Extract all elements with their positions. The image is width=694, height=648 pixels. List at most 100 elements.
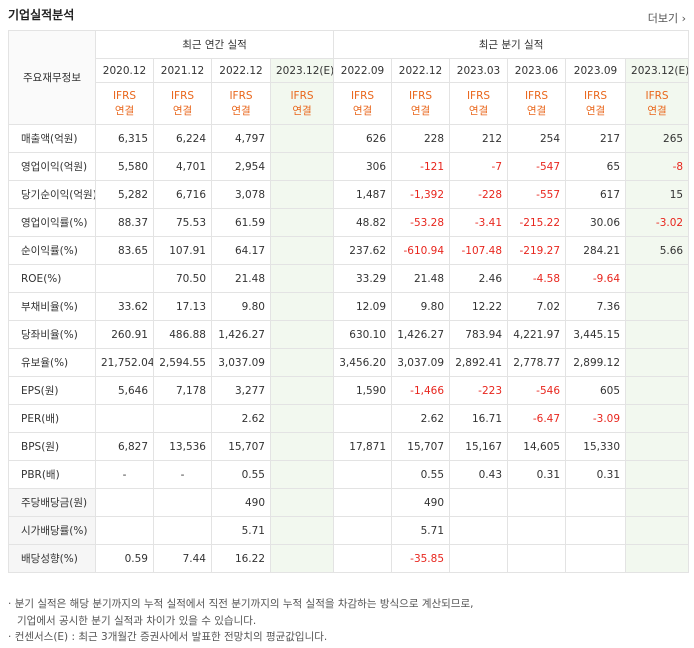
cell: 5,282 (95, 180, 154, 209)
cell: 75.53 (153, 208, 212, 237)
cell: -223 (449, 376, 509, 405)
scope: 연결 (585, 104, 606, 117)
cell: 260.91 (95, 320, 154, 349)
cell (625, 516, 690, 545)
data-row: PBR(배) - -0.55 0.55 0.43 0.31 0.31 (8, 460, 690, 489)
data-row: 유보율(%) 21,752.04 2,594.55 3,037.09 3,456.20 3… (8, 348, 690, 377)
standard: IFRS (170, 89, 195, 102)
standard: IFRS (290, 89, 314, 102)
cell: 2,594.55 (153, 348, 212, 377)
note: 분기 실적은 해당 분기까지의 누적 실적에서 직전 분기까지의 누적 실적을 … (8, 596, 474, 613)
cell: 12.22 (449, 292, 509, 321)
cell: 70.50 (153, 264, 212, 293)
row-label: 부채비율(%) (8, 292, 96, 321)
standard-header: IFRS 연결 (269, 82, 335, 125)
cell (269, 348, 335, 377)
cell: 5,646 (95, 376, 154, 405)
cell (269, 404, 335, 433)
standard: IFRS (645, 89, 669, 102)
cell: 48.82 (333, 208, 393, 237)
period-header: 2020.12 (95, 58, 154, 83)
standard-row: IFRS 연결 IFRS 연결 IFRS 연결 IFRS 연결 IFRS 연결 IFRS 연결 IFRS… (9, 82, 690, 125)
data-row: 영업이익률(%) 88.37 75.53 61.59 48.82 -53.28 -3.41-… (8, 208, 690, 237)
more-link[interactable]: 더보기 (648, 10, 686, 26)
cell (449, 516, 509, 545)
data-row: 주당배당금(원) 490 490 (8, 488, 690, 517)
cell: - (95, 460, 154, 489)
section-title: 기업실적분석 (8, 8, 75, 22)
cell: 217 (565, 124, 627, 153)
scope: 연결 (114, 104, 135, 117)
cell (625, 320, 690, 349)
data-row: 시가배당률(%) 5.71 5.71 (8, 516, 690, 545)
cell: 7.44 (153, 544, 212, 573)
cell: 4,797 (211, 124, 271, 153)
cell (625, 404, 690, 433)
cell (153, 488, 212, 517)
cell: 0.59 (95, 544, 154, 573)
cell: -53.28 (391, 208, 451, 237)
cell: 0.31 (507, 460, 567, 489)
data-row: 배당성향(%) 0.59 7.44 16.22 -35.85 (8, 544, 690, 573)
cell: 2.46 (449, 264, 509, 293)
cell: -35.85 (391, 544, 451, 573)
cell: 6,827 (95, 432, 154, 461)
cell: 228 (391, 124, 451, 153)
cell: 490 (211, 488, 271, 517)
period-header: 2023.09 (565, 58, 627, 83)
cell: -547 (507, 152, 567, 181)
standard: IFRS (466, 89, 491, 102)
cell: 626 (333, 124, 393, 153)
cell: 16.22 (211, 544, 271, 573)
cell: 3,445.15 (565, 320, 627, 349)
cell (269, 488, 335, 517)
cell (95, 516, 154, 545)
cell: -9.64 (565, 264, 627, 293)
row-label: ROE(%) (8, 264, 96, 293)
cell: 2,778.77 (507, 348, 567, 377)
cell (625, 544, 690, 573)
cell: 5.71 (391, 516, 451, 545)
cell (565, 544, 627, 573)
period-header: 2021.12 (153, 58, 212, 83)
cell: 33.62 (95, 292, 154, 321)
scope: 연결 (410, 104, 431, 117)
cell (95, 264, 154, 293)
cell: - (153, 460, 212, 489)
cell: 15,707 (211, 432, 271, 461)
cell: 21.48 (391, 264, 451, 293)
standard-header: IFRS 연결 (95, 82, 154, 125)
cell: 88.37 (95, 208, 154, 237)
cell: -3.02 (625, 208, 690, 237)
cell: -3.41 (449, 208, 509, 237)
period-header: 2023.12(E) (269, 58, 335, 83)
cell: 783.94 (449, 320, 509, 349)
cell: 2,899.12 (565, 348, 627, 377)
cell: 630.10 (333, 320, 393, 349)
cell: 306 (333, 152, 393, 181)
row-label: 당기순이익(억원) (8, 180, 96, 209)
cell: 0.55 (391, 460, 451, 489)
cell (625, 292, 690, 321)
period-header: 2022.12 (211, 58, 271, 83)
cell: 3,037.09 (211, 348, 271, 377)
standard: IFRS (408, 89, 433, 102)
cell: 2.62 (391, 404, 451, 433)
data-row: EPS(원) 5,646 7,178 3,277 1,590 -1,466 -223 -546… (8, 376, 690, 405)
cell: 61.59 (211, 208, 271, 237)
standard: IFRS (583, 89, 608, 102)
data-row: PER(배) 2.62 2.62 16.71 -6.47 -3.09 (8, 404, 690, 433)
row-label: PER(배) (8, 404, 96, 433)
scope: 연결 (647, 104, 667, 117)
cell: 0.43 (449, 460, 509, 489)
cell: 3,078 (211, 180, 271, 209)
data-row: 부채비율(%) 33.62 17.13 9.80 12.09 9.80 12.22 7.02 7… (8, 292, 690, 321)
cell (269, 432, 335, 461)
scope: 연결 (292, 104, 312, 117)
cell: 6,716 (153, 180, 212, 209)
standard-header: IFRS 연결 (211, 82, 271, 125)
cell: 1,590 (333, 376, 393, 405)
period-header: 2022.09 (333, 58, 393, 83)
cell: -107.48 (449, 236, 509, 265)
cell: 5.66 (625, 236, 690, 265)
